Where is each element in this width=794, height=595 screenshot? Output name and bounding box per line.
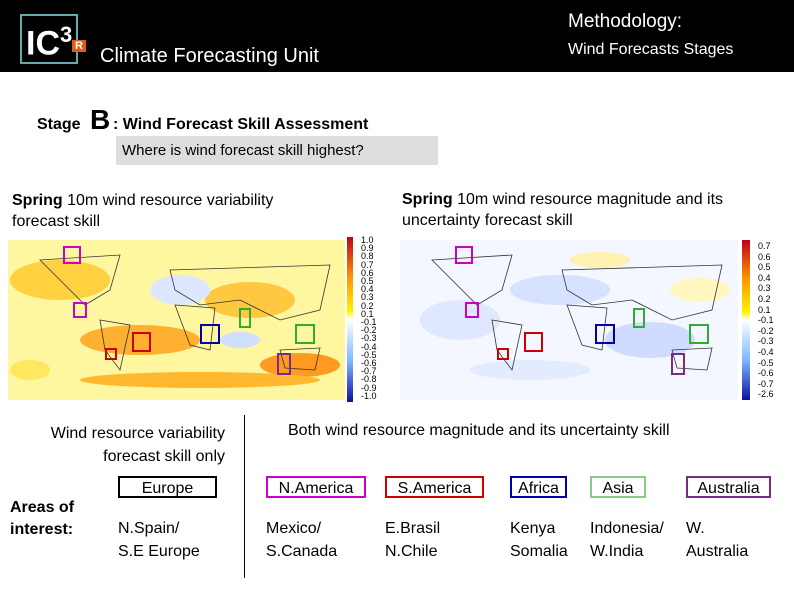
region-place: N.Chile xyxy=(385,543,438,560)
stage-label: Stage xyxy=(37,116,81,133)
colorbar-label: -2.6 xyxy=(758,389,774,400)
subtitle: Wind Forecasts Stages xyxy=(568,41,734,58)
region-name: Africa xyxy=(510,476,567,498)
maps xyxy=(8,237,750,402)
title-rest: 10m wind resource variability forecast s… xyxy=(12,192,274,230)
colorbar-label: 0.7 xyxy=(361,259,374,270)
colorbar-label: 0.3 xyxy=(361,292,374,303)
colorbar-label: -0.7 xyxy=(361,366,377,377)
colorbar-label: -0.8 xyxy=(361,374,377,385)
logo-badge: R xyxy=(72,40,86,52)
divider xyxy=(244,415,245,578)
colorbar-label: -0.6 xyxy=(758,368,774,379)
panel-title: Spring 10m wind resource variability for… xyxy=(12,190,332,232)
header-band xyxy=(0,0,794,72)
logo-sup: 3 xyxy=(60,22,73,47)
colorbar-label: -0.3 xyxy=(758,336,774,347)
stage-title: : Wind Forecast Skill Assessment xyxy=(113,116,369,133)
caption-left: Wind resource variability forecast skill… xyxy=(50,425,225,465)
title-bold: Spring xyxy=(402,191,453,208)
title: Methodology: xyxy=(568,11,683,32)
region-place: Indonesia/ xyxy=(590,520,664,537)
region-name: Asia xyxy=(590,476,646,498)
colorbar-label: 0.9 xyxy=(361,243,374,254)
colorbar-label: 0.4 xyxy=(758,272,771,283)
area-boxes xyxy=(63,246,709,375)
map-left xyxy=(8,237,353,402)
colorbar-labels: 1.0 0.9 0.8 0.7 0.6 0.5 0.4 0.3 0.2 0.1 -0.1 -0.2 -0… xyxy=(361,235,377,401)
colorbar-label: 0.5 xyxy=(361,276,374,287)
colorbar-label: 0.7 xyxy=(758,241,771,251)
colorbar-label: -0.7 xyxy=(758,378,774,389)
colorbar-labels: 0.7 0.6 0.5 0.4 0.3 0.2 0.1 -0.1 -0.2 -0.3 -0.4 -0.… xyxy=(758,241,774,400)
title-rest: 10m wind resource magnitude and its unce… xyxy=(402,191,724,229)
region-place: Australia xyxy=(686,543,749,560)
region-name: N.America xyxy=(266,476,366,498)
colorbar-label: -0.5 xyxy=(361,349,377,360)
areas-label: Areas of interest: xyxy=(10,499,75,538)
colorbar-label: 0.5 xyxy=(758,262,771,273)
colorbar-label: -0.1 xyxy=(758,315,774,326)
panel-title: Spring 10m wind resource magnitude and i… xyxy=(402,189,782,231)
colorbar-label: -0.3 xyxy=(361,333,377,344)
colorbar-label: -0.4 xyxy=(361,341,377,352)
colorbar-label: -0.2 xyxy=(758,325,774,336)
colorbar-label: -1.0 xyxy=(361,390,377,401)
colorbar-label: -0.5 xyxy=(758,357,774,368)
colorbar-label: -0.2 xyxy=(361,325,377,336)
region-place: W.India xyxy=(590,543,644,560)
region-place: E.Brasil xyxy=(385,520,441,537)
region-name: Europe xyxy=(118,476,217,498)
unit: Climate Forecasting Unit xyxy=(100,45,319,67)
colorbar-label: -0.9 xyxy=(361,382,377,393)
region-name: S.America xyxy=(385,476,484,498)
colorbar-label: 0.4 xyxy=(361,284,374,295)
colorbar-label: 0.6 xyxy=(361,267,374,278)
region-place: Kenya xyxy=(510,520,556,537)
colorbar-label: 0.8 xyxy=(361,251,374,262)
caption-right: Both wind resource magnitude and its unc… xyxy=(288,422,670,439)
colorbar-label: 0.2 xyxy=(361,300,374,311)
region-place: S.E Europe xyxy=(118,543,200,560)
region-place: Somalia xyxy=(510,543,568,560)
stage-letter: B xyxy=(90,104,111,135)
colorbar-label: 0.2 xyxy=(758,293,771,304)
region-place: W. xyxy=(686,520,705,537)
region-place: Mexico/ xyxy=(266,520,322,537)
region-place: N.Spain/ xyxy=(118,520,180,537)
colorbar-label: -0.4 xyxy=(758,346,774,357)
colorbar-label: -0.6 xyxy=(361,358,377,369)
region-name: Australia xyxy=(686,476,771,498)
logo: IC3 xyxy=(20,14,79,65)
colorbar-label: 0.1 xyxy=(758,304,771,315)
map-right xyxy=(400,240,750,400)
region-place: S.Canada xyxy=(266,543,338,560)
colorbar-label: 1.0 xyxy=(361,235,374,245)
colorbar-label: 0.1 xyxy=(361,308,374,319)
logo-main: IC xyxy=(26,24,60,63)
colorbar-label: -0.1 xyxy=(361,317,377,328)
colorbar-label: 0.3 xyxy=(758,283,771,294)
question: Where is wind forecast skill highest? xyxy=(116,136,438,165)
title-bold: Spring xyxy=(12,192,63,209)
colorbar-label: 0.6 xyxy=(758,251,771,262)
